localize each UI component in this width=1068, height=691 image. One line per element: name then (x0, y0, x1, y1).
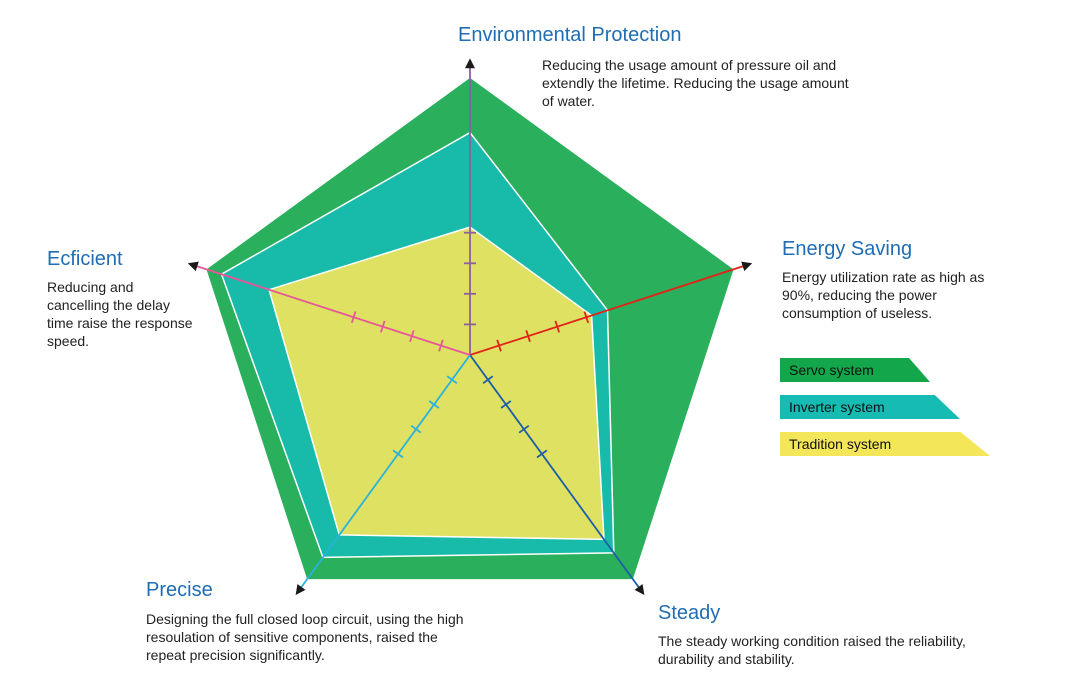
axis-description-environmental-protection: Reducing the usage amount of pressure oi… (542, 57, 849, 109)
axis-title-environmental-protection: Environmental Protection (458, 24, 682, 46)
series-area-tradition-system (268, 226, 605, 541)
axis-tick-precise-3 (410, 424, 422, 434)
axis-tick-steady-4 (536, 449, 548, 459)
axis-line-energy (469, 261, 753, 356)
axis-tick-energy-1 (496, 339, 502, 352)
axis-title-efficient: Ecficient (47, 248, 123, 270)
axis-layer (187, 58, 753, 596)
axis-tick-energy-3 (554, 320, 560, 333)
axis-tick-precise-4 (392, 449, 404, 459)
axis-title-precise: Precise (146, 579, 213, 601)
axis-line-efficient (187, 261, 471, 356)
axis-description-steady: The steady working condition raised the … (658, 633, 966, 667)
axis-description-precise: Designing the full closed loop circuit, … (146, 611, 464, 663)
axis-description-energy-saving: Energy utilization rate as high as 90%, … (782, 269, 985, 321)
axis-line-steady (469, 354, 645, 596)
legend-item-servo-system: Servo system (780, 358, 930, 382)
axis-tick-precise-2 (428, 400, 440, 409)
axis-tick-efficient-1 (438, 339, 444, 352)
axis-tick-steady-1 (482, 375, 494, 385)
axis-tick-steady-3 (518, 424, 530, 434)
axis-tick-efficient-3 (380, 320, 386, 333)
axis-line-precise (295, 354, 471, 596)
axis-tick-efficient-4 (350, 311, 357, 324)
axis-tick-energy-4 (583, 311, 590, 324)
axis-tick-efficient-2 (409, 330, 415, 343)
axis-tick-steady-2 (500, 400, 512, 409)
axis-title-steady: Steady (658, 602, 721, 624)
legend-item-inverter-system: Inverter system (780, 395, 960, 419)
axis-title-energy-saving: Energy Saving (782, 238, 913, 260)
axis-tick-precise-1 (446, 375, 458, 385)
legend-item-tradition-system: Tradition system (780, 432, 990, 456)
axis-description-efficient: Reducing and cancelling the delay time r… (47, 279, 193, 349)
axis-tick-energy-2 (525, 330, 531, 343)
